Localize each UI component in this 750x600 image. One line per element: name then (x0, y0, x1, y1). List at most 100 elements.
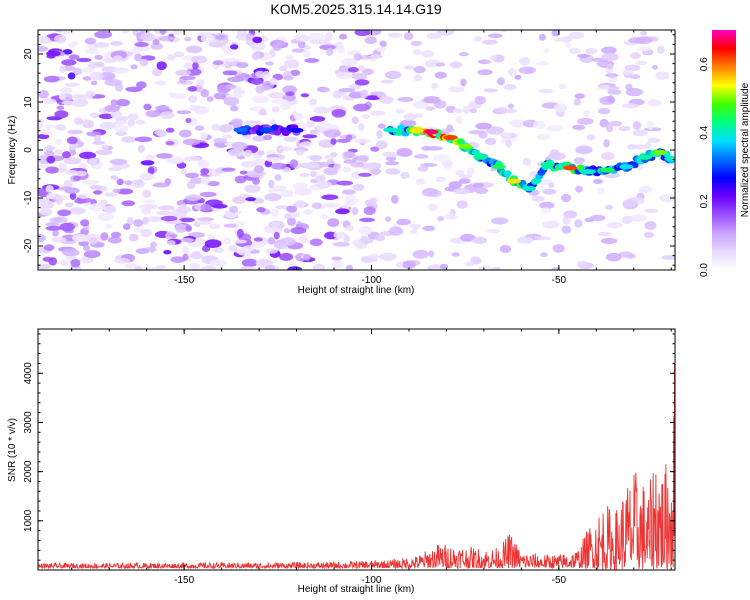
heatmap-cell (200, 34, 215, 43)
heatmap-cell (410, 229, 418, 235)
heatmap-cell (263, 134, 273, 141)
heatmap-cell (435, 62, 446, 67)
heatmap-cell (599, 118, 609, 128)
heatmap-cell (209, 259, 228, 267)
heatmap-cell (175, 69, 192, 76)
heatmap-cell (80, 219, 90, 227)
heatmap-cell (255, 70, 265, 78)
heatmap-cell (163, 250, 172, 255)
heatmap-cell (186, 181, 196, 190)
heatmap-cell (413, 154, 429, 159)
heatmap-cell (289, 159, 298, 168)
heatmap-cell (152, 39, 160, 45)
heatmap-cell (88, 203, 107, 212)
heatmap-cell (255, 85, 265, 94)
heatmap-cell (158, 205, 175, 211)
heatmap-cell (435, 176, 446, 183)
heatmap-cell (59, 92, 66, 100)
heatmap-cells (38, 30, 675, 270)
heatmap-cell (227, 148, 245, 157)
heatmap-cell (277, 146, 294, 151)
heatmap-cell (360, 89, 369, 99)
heatmap-cell (391, 194, 399, 204)
heatmap-cell (553, 103, 568, 113)
heatmap-cell (271, 221, 281, 228)
heatmap-cell (395, 109, 405, 114)
heatmap-cell (222, 70, 238, 76)
heatmap-cell (64, 202, 74, 208)
heatmap-cell (339, 33, 348, 40)
heatmap-cell (486, 229, 501, 234)
heatmap-cell (176, 206, 191, 214)
heatmap-cell (562, 216, 571, 225)
heatmap-cell (351, 116, 359, 125)
heatmap-cell (342, 189, 356, 195)
heatmap-cell (369, 169, 382, 174)
heatmap-cell (291, 48, 306, 53)
heatmap-cell (110, 41, 124, 46)
heatmap-cell (500, 30, 508, 33)
heatmap-cell (358, 65, 365, 71)
heatmap-cell (69, 149, 77, 156)
heatmap-cell (369, 110, 386, 117)
heatmap-cell (38, 121, 43, 130)
heatmap-cell (194, 125, 205, 131)
heatmap-cell (45, 166, 59, 174)
heatmap-cell (455, 169, 465, 176)
heatmap-cell (421, 188, 438, 197)
heatmap-cell (417, 165, 429, 172)
heatmap-cell (575, 185, 583, 193)
snr-y-ticks: 1000 2000 3000 4000 (23, 333, 675, 561)
heatmap-cell (167, 240, 176, 246)
heatmap-cell (200, 132, 208, 140)
heatmap-peak (458, 143, 473, 149)
heatmap-cell (156, 153, 173, 159)
heatmap-cell (212, 60, 224, 66)
heatmap-cell (308, 32, 325, 41)
heatmap-cell (478, 131, 487, 139)
heatmap-cell (122, 223, 131, 230)
heatmap-cell (397, 97, 414, 102)
heatmap-cell (563, 36, 572, 43)
heatmap-cell (124, 180, 133, 186)
heatmap-cell (69, 192, 77, 200)
heatmap-cell (38, 263, 52, 270)
heatmap-cell (607, 222, 623, 229)
heatmap-cell (263, 228, 279, 233)
heatmap-cell (359, 217, 375, 222)
heatmap-cell (356, 154, 370, 162)
heatmap-cell (282, 93, 297, 102)
heatmap-cell (39, 208, 53, 216)
heatmap-cell (64, 82, 80, 87)
heatmap-cell (605, 73, 619, 78)
heatmap-cell (376, 46, 386, 53)
heatmap-cell (313, 106, 330, 114)
heatmap-cell (88, 237, 98, 245)
heatmap-cell (49, 217, 63, 223)
heatmap-cell (145, 110, 161, 118)
heatmap-cell (104, 104, 120, 113)
heatmap-cell (265, 265, 276, 270)
spectrogram-y-tick-label: 20 (23, 48, 34, 60)
heatmap-cell (335, 91, 347, 96)
heatmap-cell (39, 204, 46, 210)
heatmap-cell (314, 175, 326, 183)
heatmap-cell (41, 128, 52, 136)
heatmap-cell (503, 170, 512, 177)
heatmap-cell (621, 103, 640, 108)
heatmap-cell (107, 236, 122, 244)
heatmap-cell (564, 43, 572, 49)
heatmap-cell (73, 175, 81, 181)
heatmap-cell (413, 65, 426, 74)
heatmap-cell (54, 34, 67, 44)
heatmap-cell (165, 127, 175, 133)
snr-series-line (38, 364, 675, 570)
heatmap-cell (629, 214, 647, 222)
heatmap-cell (271, 106, 280, 113)
heatmap-cell (223, 46, 232, 56)
heatmap-cell (330, 138, 337, 145)
heatmap-cell (267, 188, 280, 193)
heatmap-cell (225, 84, 237, 89)
heatmap-cell (101, 144, 110, 151)
heatmap-cell (200, 266, 209, 270)
